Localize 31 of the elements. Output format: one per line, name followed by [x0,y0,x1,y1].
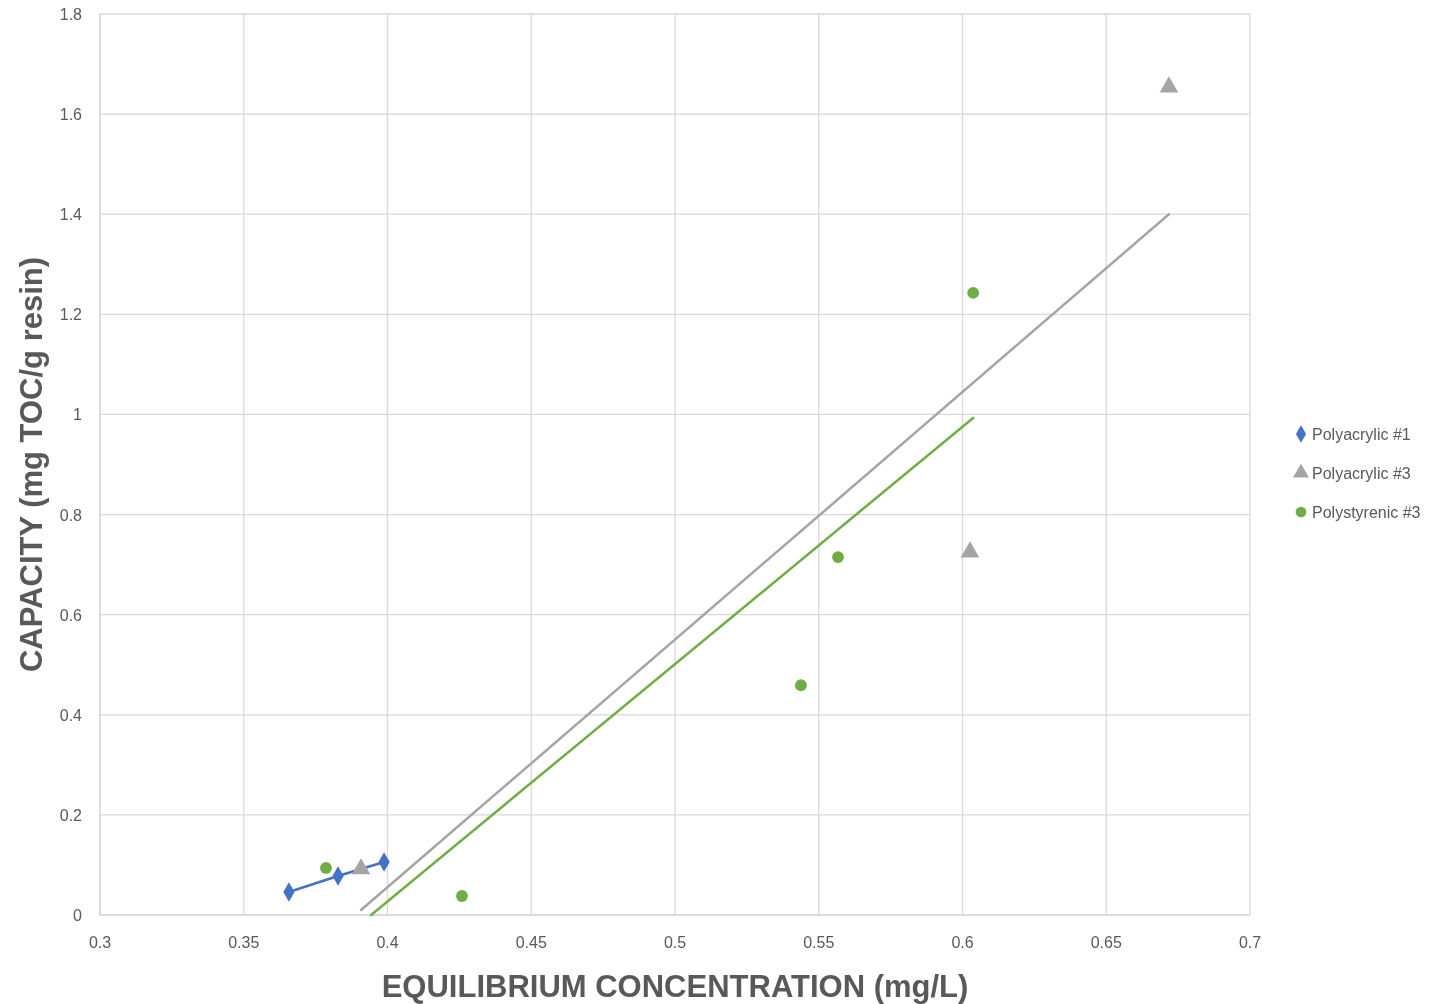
x-axis-title: EQUILIBRIUM CONCENTRATION (mg/L) [381,969,969,1004]
x-tick-label: 0.35 [228,934,260,951]
y-tick-label: 0.6 [59,606,83,624]
x-tick-label: 0.6 [951,934,974,951]
y-tick-label: 0.2 [59,806,83,824]
x-tick-label: 0.4 [376,934,399,951]
y-tick-label: 0 [73,907,83,924]
point [967,286,980,299]
y-tick-label: 1.8 [59,6,83,23]
point [832,551,844,564]
y-tick-label: 0.4 [59,706,83,724]
x-tick-label: 0.65 [1090,934,1122,951]
y-tick-label: 0.8 [59,506,83,524]
point [1159,76,1179,93]
point [456,890,468,902]
y-tick-label: 1.4 [59,206,83,224]
y-axis-title: CAPACITY (mg TOC/g resin) [14,256,49,673]
point [320,862,332,874]
x-tick-label: 0.5 [663,934,687,951]
x-tick-label: 0.45 [515,934,547,951]
point [960,541,980,558]
x-tick-label: 0.3 [88,934,112,951]
legend-label: Polyacrylic #1 [1312,426,1411,443]
y-tick-label: 1.6 [59,106,83,124]
point [795,679,807,692]
y-tick-label: 1.2 [59,306,83,324]
legend-label: Polyacrylic #3 [1312,465,1411,482]
x-tick-label: 0.55 [803,934,835,951]
legend-label: Polystyrenic #3 [1312,504,1421,521]
y-tick-label: 1 [73,406,83,424]
x-tick-label: 0.7 [1238,934,1262,951]
